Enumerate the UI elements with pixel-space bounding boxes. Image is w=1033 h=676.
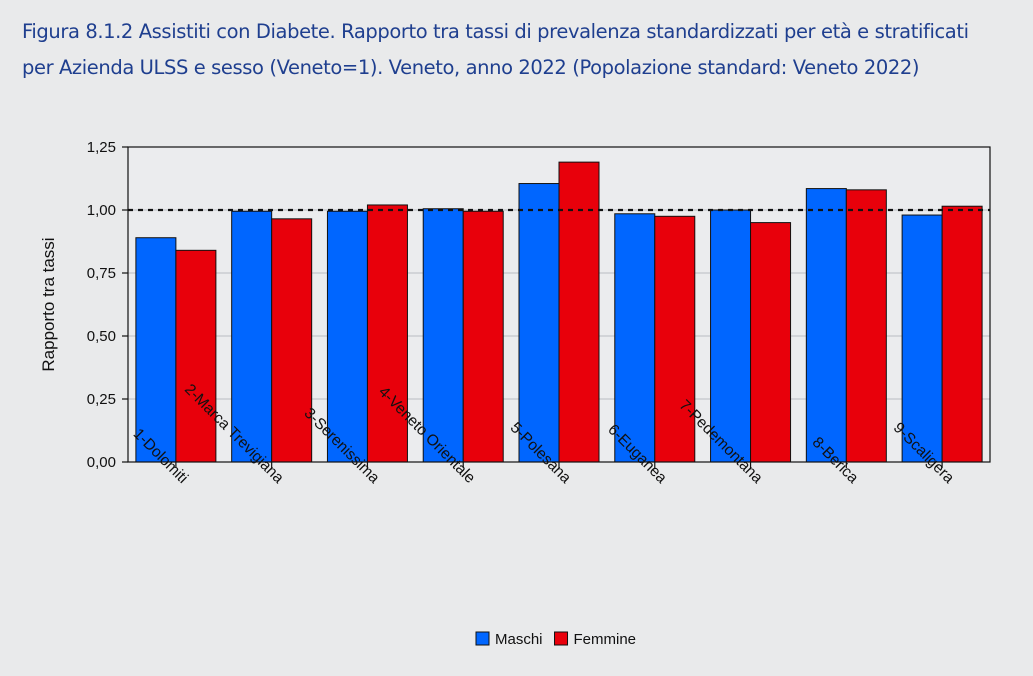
chart-title-line-2: per Azienda ULSS e sesso (Veneto=1). Ven…	[22, 56, 920, 79]
legend-label-maschi: Maschi	[495, 631, 543, 648]
bar-maschi	[422, 208, 464, 463]
bar-femmine	[750, 222, 792, 463]
chart-title-line-1: Figura 8.1.2 Assistiti con Diabete. Rapp…	[22, 20, 969, 43]
bar-femmine	[845, 189, 887, 463]
y-tick-label: 0,75	[87, 265, 116, 282]
y-tick-label: 0,00	[87, 454, 116, 471]
y-tick-label: 1,25	[87, 139, 116, 156]
bar-maschi	[135, 237, 177, 463]
y-tick-label: 1,00	[87, 202, 116, 219]
bar-maschi	[805, 188, 847, 463]
y-tick-label: 0,50	[87, 328, 116, 345]
bar-femmine	[175, 249, 217, 463]
y-axis-title: Rapporto tra tassi	[39, 237, 58, 371]
bar-femmine	[941, 205, 983, 463]
chart-title: Figura 8.1.2 Assistiti con Diabete. Rapp…	[22, 14, 1012, 86]
bar-femmine	[654, 215, 696, 463]
bar-maschi	[710, 209, 752, 463]
bar-femmine	[558, 161, 600, 463]
legend-swatch-maschi	[475, 631, 490, 646]
bar-maschi	[231, 210, 273, 463]
bar-maschi	[614, 213, 656, 463]
bar-maschi	[901, 214, 943, 463]
bar-femmine	[462, 210, 504, 463]
bar-femmine	[271, 218, 313, 463]
bar-maschi	[326, 210, 368, 463]
bar-maschi	[518, 183, 560, 463]
legend-label-femmine: Femmine	[574, 631, 637, 648]
y-tick-label: 0,25	[87, 391, 116, 408]
legend-swatch-femmine	[554, 631, 569, 646]
bar-femmine	[366, 204, 408, 463]
